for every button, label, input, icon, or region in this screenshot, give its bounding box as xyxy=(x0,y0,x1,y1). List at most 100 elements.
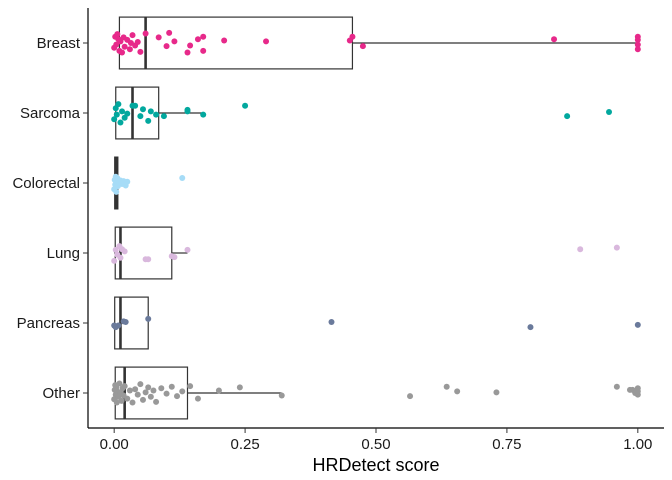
other-point-22 xyxy=(145,384,152,391)
breast-point-35 xyxy=(634,41,641,48)
lung-point-13 xyxy=(613,244,620,251)
y-tick-label-sarcoma: Sarcoma xyxy=(20,105,81,122)
other-point-28 xyxy=(168,383,175,390)
breast-point-28 xyxy=(263,38,270,45)
sarcoma-group xyxy=(111,86,613,140)
lung-point-10 xyxy=(171,254,178,261)
other-point-18 xyxy=(134,391,141,398)
y-tick-label-breast: Breast xyxy=(37,35,81,52)
other-point-36 xyxy=(407,393,414,400)
other-point-27 xyxy=(163,390,170,397)
sarcoma-point-11 xyxy=(139,106,146,113)
other-point-39 xyxy=(493,389,500,396)
breast-point-22 xyxy=(184,49,191,56)
other-point-8 xyxy=(116,380,123,387)
sarcoma-point-17 xyxy=(184,108,191,115)
other-point-24 xyxy=(150,387,157,394)
pancreas-point-2 xyxy=(115,322,122,329)
other-box xyxy=(114,366,189,420)
other-point-46 xyxy=(626,386,633,393)
lung-point-0 xyxy=(111,257,118,264)
breast-point-32 xyxy=(551,36,558,43)
sarcoma-point-15 xyxy=(160,113,167,120)
other-point-16 xyxy=(129,399,136,406)
other-point-20 xyxy=(139,396,146,403)
breast-point-7 xyxy=(119,49,126,56)
x-axis-title: HRDetect score xyxy=(312,455,439,475)
breast-point-26 xyxy=(221,37,228,44)
other-point-25 xyxy=(153,398,160,405)
sarcoma-point-18 xyxy=(200,111,207,118)
other-point-17 xyxy=(132,386,139,393)
other-point-37 xyxy=(443,383,450,390)
plot-marks xyxy=(111,16,641,420)
other-point-5 xyxy=(113,399,120,406)
sarcoma-point-21 xyxy=(606,109,613,116)
sarcoma-point-7 xyxy=(124,110,131,117)
pancreas-point-5 xyxy=(145,315,152,322)
other-point-14 xyxy=(124,395,131,402)
y-axis: Breast Sarcoma Colorectal Lung Pancreas Other xyxy=(12,35,88,402)
pancreas-point-7 xyxy=(527,324,534,331)
other-point-35 xyxy=(278,392,285,399)
x-axis: 0.00 0.25 0.50 0.75 1.00 xyxy=(100,428,652,453)
breast-point-27 xyxy=(200,33,207,40)
sarcoma-point-3 xyxy=(115,101,122,108)
pancreas-point-4 xyxy=(122,319,129,326)
breast-point-36 xyxy=(634,46,641,53)
other-point-30 xyxy=(179,388,186,395)
breast-point-20 xyxy=(166,29,173,36)
other-point-13 xyxy=(121,383,128,390)
breast-point-11 xyxy=(126,46,133,53)
other-point-38 xyxy=(454,388,461,395)
other-point-34 xyxy=(236,384,243,391)
sarcoma-point-9 xyxy=(132,102,139,109)
breast-point-30 xyxy=(349,33,356,40)
breast-point-16 xyxy=(137,48,144,55)
lung-group xyxy=(111,226,620,280)
other-point-21 xyxy=(142,389,149,396)
breast-point-15 xyxy=(134,39,141,46)
breast-point-25 xyxy=(200,47,207,54)
lung-point-12 xyxy=(577,246,584,253)
x-tick-label-4: 1.00 xyxy=(623,436,652,453)
sarcoma-point-4 xyxy=(117,119,124,126)
colorectal-group xyxy=(111,156,186,210)
other-point-45 xyxy=(634,388,641,395)
other-point-32 xyxy=(194,395,201,402)
breast-group xyxy=(111,16,641,70)
breast-point-34 xyxy=(634,36,641,43)
breast-point-9 xyxy=(121,43,128,50)
other-point-10 xyxy=(118,397,125,404)
lung-point-6 xyxy=(121,248,128,255)
y-tick-label-pancreas: Pancreas xyxy=(17,315,80,332)
other-point-29 xyxy=(174,393,181,400)
other-point-26 xyxy=(158,385,165,392)
sarcoma-point-14 xyxy=(153,111,160,118)
breast-point-31 xyxy=(359,43,366,50)
lung-point-11 xyxy=(184,246,191,253)
sarcoma-point-5 xyxy=(119,108,126,115)
breast-point-24 xyxy=(194,36,201,43)
sarcoma-point-19 xyxy=(242,102,249,109)
breast-point-18 xyxy=(155,34,162,41)
sarcoma-point-0 xyxy=(111,116,118,123)
breast-point-13 xyxy=(129,32,136,39)
other-point-40 xyxy=(613,383,620,390)
other-point-23 xyxy=(147,393,154,400)
pancreas-group xyxy=(111,296,641,350)
breast-point-6 xyxy=(117,38,124,45)
breast-point-17 xyxy=(142,30,149,37)
breast-point-23 xyxy=(187,42,194,49)
lung-point-8 xyxy=(145,256,152,263)
other-point-15 xyxy=(126,387,133,394)
lung-point-4 xyxy=(117,254,124,261)
y-tick-label-lung: Lung xyxy=(47,245,80,262)
sarcoma-point-10 xyxy=(137,113,144,120)
y-tick-label-other: Other xyxy=(42,385,80,402)
sarcoma-point-13 xyxy=(147,108,154,115)
colorectal-point-4 xyxy=(113,188,120,195)
lung-point-1 xyxy=(112,246,119,253)
other-point-31 xyxy=(187,383,194,390)
